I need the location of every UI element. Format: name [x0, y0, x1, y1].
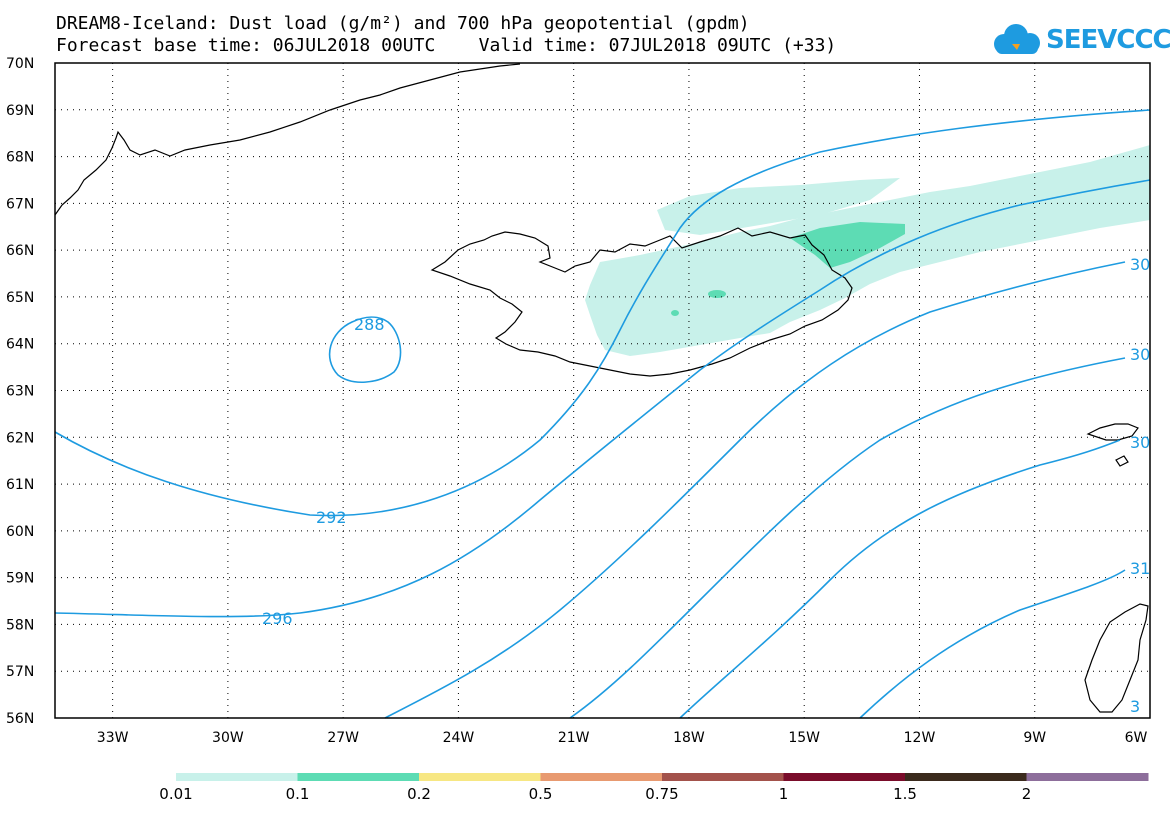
contour-292 — [54, 109, 1151, 517]
legend-swatch — [419, 773, 541, 781]
dust-shade-mid-small — [708, 290, 726, 298]
legend-label: 1 — [779, 785, 789, 803]
legend-label: 0.75 — [645, 785, 678, 803]
lat-label: 68N — [6, 150, 34, 166]
contour-label-292: 292 — [316, 508, 347, 527]
faroe-coast — [1086, 423, 1139, 441]
contour-label-30a: 30 — [1130, 255, 1150, 274]
iceland-coast — [430, 227, 853, 377]
contour-288 — [328, 316, 402, 383]
contour-label-31: 31 — [1130, 559, 1150, 578]
contour-label-296: 296 — [262, 609, 293, 628]
lon-label: 6W — [1125, 730, 1148, 746]
lat-label: 59N — [6, 571, 34, 587]
lon-label: 15W — [788, 730, 820, 746]
legend-label: 1.5 — [893, 785, 917, 803]
legend-swatch — [540, 773, 663, 781]
dust-shade-mid-small-2 — [671, 310, 679, 316]
contour-labels: 288 292 296 30 30 30 31 3 — [262, 255, 1150, 716]
legend-swatch — [662, 773, 784, 781]
contour-296 — [54, 179, 1151, 618]
map-frame — [54, 62, 1151, 719]
lat-label: 66N — [6, 243, 34, 259]
gridlines — [55, 63, 1150, 718]
dust-shade-mid — [790, 222, 905, 268]
latitude-labels: 70N 69N 68N 67N 66N 65N 64N 63N 62N 61N 60N 59N 58N 5… — [6, 56, 34, 727]
lat-label: 67N — [6, 196, 34, 212]
legend-label: 0.2 — [407, 785, 431, 803]
lon-label: 18W — [673, 730, 705, 746]
coastlines — [54, 63, 1149, 713]
contour-300a — [384, 261, 1126, 719]
lon-label: 9W — [1023, 730, 1046, 746]
lat-label: 69N — [6, 103, 34, 119]
chart-title: DREAM8-Iceland: Dust load (g/m²) and 700… — [56, 13, 750, 34]
longitude-labels: 33W 30W 27W 24W 21W 18W 15W 12W 9W 6W — [97, 730, 1148, 746]
contour-300b — [569, 357, 1126, 719]
dust-load-shading — [585, 145, 1150, 356]
lon-label: 12W — [904, 730, 936, 746]
contour-label-288: 288 — [354, 315, 385, 334]
lat-label: 62N — [6, 430, 34, 446]
contour-label-30c: 30 — [1130, 433, 1150, 452]
legend-swatch — [1026, 773, 1149, 781]
cloud-icon — [994, 24, 1040, 54]
lat-label: 63N — [6, 384, 34, 400]
lat-label: 70N — [6, 56, 34, 72]
lon-label: 33W — [97, 730, 129, 746]
legend-label: 0.5 — [529, 785, 553, 803]
lon-label: 21W — [558, 730, 590, 746]
legend-label: 0.01 — [159, 785, 192, 803]
lat-label: 65N — [6, 290, 34, 306]
lat-label: 58N — [6, 617, 34, 633]
contour-304 — [679, 439, 1121, 719]
legend-swatch — [905, 773, 1027, 781]
lon-label: 30W — [212, 730, 244, 746]
small-island — [1115, 455, 1129, 467]
lat-label: 56N — [6, 711, 34, 727]
geopotential-contours — [54, 109, 1151, 719]
legend-swatch — [297, 773, 420, 781]
scotland-coast — [1084, 603, 1149, 713]
color-legend: 0.01 0.1 0.2 0.5 0.75 1 1.5 2 — [159, 773, 1149, 803]
lon-label: 24W — [443, 730, 475, 746]
lat-label: 57N — [6, 664, 34, 680]
legend-swatch — [783, 773, 906, 781]
greenland-coast — [54, 63, 521, 216]
lon-label: 27W — [327, 730, 359, 746]
legend-label: 0.1 — [286, 785, 310, 803]
lat-label: 64N — [6, 337, 34, 353]
seevccc-logo: SEEVCCC — [1046, 25, 1172, 55]
contour-label-3: 3 — [1130, 697, 1140, 716]
dust-shade-low-2 — [657, 178, 900, 235]
lat-label: 60N — [6, 524, 34, 540]
contour-label-30b: 30 — [1130, 345, 1150, 364]
contour-310 — [859, 569, 1126, 719]
legend-swatch — [176, 773, 298, 781]
lat-label: 61N — [6, 477, 34, 493]
legend-label: 2 — [1022, 785, 1032, 803]
chart-subtitle: Forecast base time: 06JUL2018 00UTC Vali… — [56, 35, 837, 56]
